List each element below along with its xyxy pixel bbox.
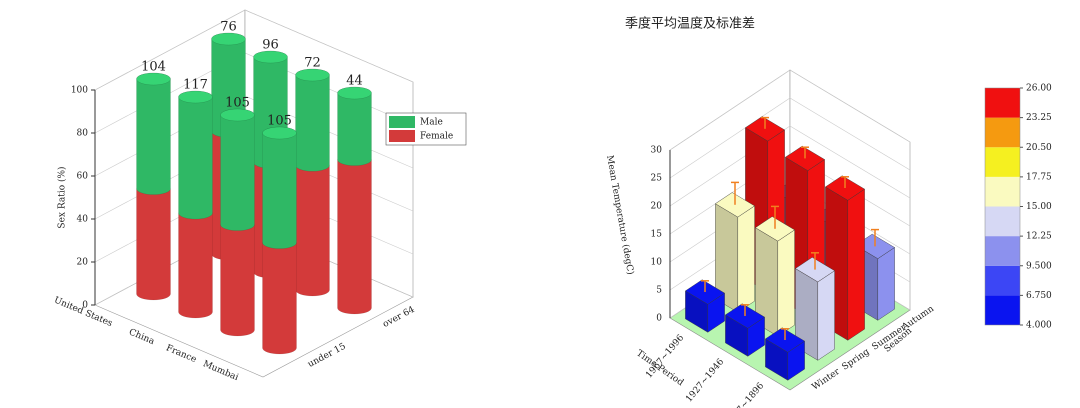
- colorbar-bin: [985, 295, 1020, 325]
- data-label: 44: [346, 74, 363, 89]
- y-tick-label: 0: [82, 301, 88, 311]
- x-tick-label: 1927~1946: [684, 357, 726, 405]
- cylinder-cap: [262, 126, 297, 140]
- legend-swatch: [389, 130, 415, 142]
- cylinder-segment: [178, 90, 213, 220]
- data-label: 105: [267, 114, 292, 129]
- grid-line: [669, 125, 911, 207]
- cylinder-cap: [136, 72, 171, 86]
- z-tick-label: 15: [651, 230, 663, 240]
- data-label: 72: [304, 56, 321, 71]
- cylinder-cap: [253, 50, 288, 64]
- colorbar-label: 12.25: [1026, 232, 1052, 242]
- bar: [847, 188, 865, 341]
- z-tick-label: 25: [651, 174, 663, 184]
- cylinder-segment: [295, 159, 330, 297]
- cylinder-cap: [295, 68, 330, 82]
- y-axis-title: Sex Ratio (%): [57, 166, 68, 228]
- colorbar-bin: [985, 88, 1020, 118]
- z-tick-label: 20: [651, 202, 663, 212]
- z-tick-label: 0: [656, 314, 662, 324]
- data-label: 117: [183, 78, 208, 93]
- cylinder-segment: [262, 236, 297, 355]
- grid-line: [669, 97, 911, 179]
- cylinder-segment: [220, 108, 255, 231]
- cylinder-segment: [295, 68, 330, 172]
- colorbar-label: 9.500: [1026, 261, 1052, 271]
- cylinder-cap: [220, 108, 255, 122]
- y-tick-label: 40: [77, 215, 89, 225]
- grid-line: [94, 9, 414, 91]
- colorbar-label: 4.000: [1026, 321, 1052, 331]
- z-tick-label: 10: [651, 258, 663, 268]
- colorbar-bin: [985, 176, 1020, 207]
- cylinder-segment: [220, 218, 255, 337]
- colorbar-label: 26.00: [1026, 84, 1052, 94]
- colorbar-label: 6.750: [1026, 291, 1052, 301]
- legend-label: Male: [420, 118, 443, 128]
- colorbar-bin: [985, 206, 1020, 237]
- legend-label: Female: [420, 132, 453, 142]
- data-label: 105: [225, 96, 250, 111]
- data-label: 104: [141, 60, 166, 75]
- z-axis-title: Mean Temperature (degC): [604, 154, 636, 275]
- data-label: 76: [220, 20, 237, 35]
- colorbar-bin: [985, 147, 1020, 177]
- cylinder-segment: [337, 153, 372, 315]
- bar: [817, 270, 835, 361]
- colorbar-label: 20.50: [1026, 143, 1052, 153]
- x-tick-label: 1887~1896: [724, 381, 766, 408]
- y-tick-label: 20: [77, 258, 89, 268]
- cylinder-cap: [178, 90, 213, 104]
- colorbar-label: 17.75: [1026, 172, 1052, 182]
- y-tick-label: 80: [77, 129, 89, 139]
- bar: [877, 247, 895, 321]
- cylinder-segment: [136, 72, 171, 195]
- bar: [777, 229, 795, 337]
- cylinder-cap: [337, 86, 372, 100]
- cylinder-segment: [178, 206, 213, 319]
- z-tick-label: 30: [651, 146, 663, 156]
- cylinder-cap: [211, 32, 246, 46]
- y-tick-label: 60: [77, 172, 89, 182]
- grid-line: [669, 69, 911, 151]
- data-label: 96: [262, 38, 279, 53]
- cylinder-segment: [136, 182, 171, 301]
- bar: [737, 205, 755, 313]
- chart-title: 季度平均温度及标准差: [625, 16, 755, 32]
- colorbar-label: 23.25: [1026, 113, 1052, 123]
- colorbar-bin: [985, 117, 1020, 148]
- colorbar-bin: [985, 236, 1020, 266]
- z-tick-label: 5: [656, 286, 662, 296]
- colorbar-label: 15.00: [1026, 202, 1052, 212]
- y-tick-label: 100: [71, 86, 88, 96]
- x-tick-label: China: [127, 327, 156, 347]
- cylinder-segment: [262, 126, 297, 249]
- colorbar-bin: [985, 265, 1020, 296]
- legend-swatch: [389, 116, 415, 128]
